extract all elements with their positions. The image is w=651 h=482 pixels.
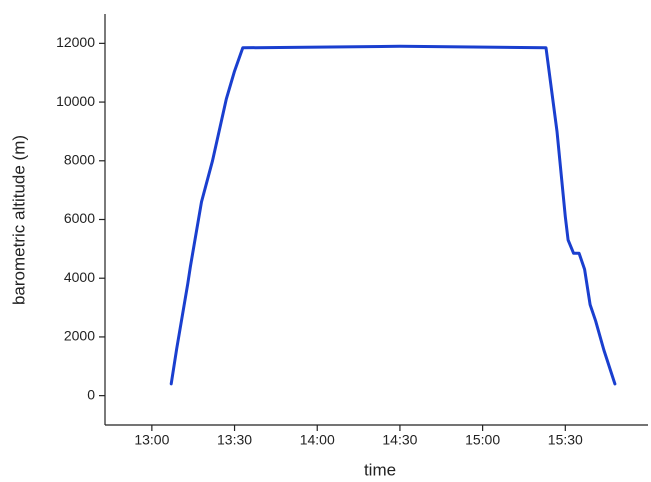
y-axis-title: barometric altitude (m) xyxy=(9,135,28,305)
y-tick-label: 8000 xyxy=(64,151,95,167)
x-tick-label: 13:30 xyxy=(217,432,252,448)
y-tick-label: 2000 xyxy=(64,328,95,344)
y-tick-label: 12000 xyxy=(56,34,95,50)
x-tick-label: 15:00 xyxy=(465,432,500,448)
x-tick-label: 13:00 xyxy=(134,432,169,448)
x-tick-label: 15:30 xyxy=(548,432,583,448)
x-axis-title: time xyxy=(364,460,396,479)
x-tick-label: 14:00 xyxy=(300,432,335,448)
x-tick-label: 14:30 xyxy=(382,432,417,448)
y-tick-label: 0 xyxy=(87,386,95,402)
y-tick-label: 6000 xyxy=(64,210,95,226)
data-line xyxy=(169,44,617,386)
y-tick-label: 10000 xyxy=(56,93,95,109)
y-tick-label: 4000 xyxy=(64,269,95,285)
